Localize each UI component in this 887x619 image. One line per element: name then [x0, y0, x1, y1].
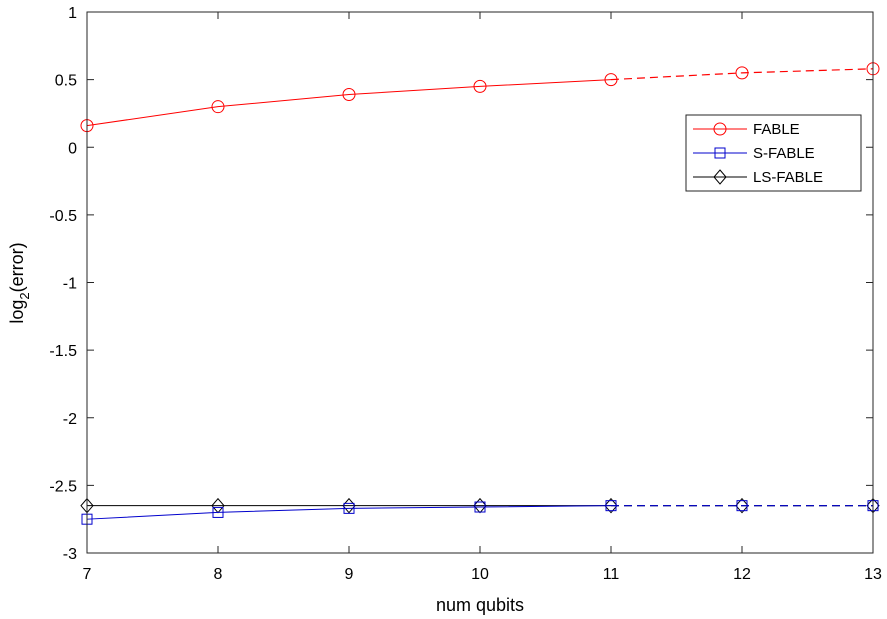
legend-label-fable: FABLE — [753, 121, 800, 138]
x-axis-label: num qubits — [436, 595, 524, 615]
data-point-fable — [342, 88, 356, 102]
data-point-s-fable — [343, 502, 355, 514]
legend-marker-ls-fable — [713, 169, 727, 185]
legend-label-ls-fable: LS-FABLE — [753, 169, 823, 186]
y-axis-label-tail: (error) — [7, 242, 27, 292]
y-tick-label: -0.5 — [49, 208, 77, 225]
x-tick-label: 13 — [864, 566, 882, 583]
legend-label-s-fable: S-FABLE — [753, 145, 815, 162]
legend-marker-fable — [713, 122, 727, 136]
y-tick-label: -3 — [63, 546, 77, 563]
legend-marker-s-fable — [714, 147, 726, 159]
series-line-fable — [86, 79, 612, 127]
y-axis-label: log2(error) — [7, 242, 32, 323]
data-point-s-fable — [736, 500, 748, 512]
series-line-s-fable — [86, 505, 612, 520]
data-point-s-fable — [474, 501, 486, 513]
series-s-fable — [81, 500, 879, 525]
y-tick-label: -2 — [63, 411, 77, 428]
legend: FABLE S-FABLE LS-FABLE — [685, 114, 862, 192]
x-tick-label: 7 — [83, 566, 92, 583]
data-point-s-fable — [605, 500, 617, 512]
plot-frame — [86, 11, 874, 554]
data-point-fable — [211, 100, 225, 114]
data-point-ls-fable — [473, 497, 487, 514]
y-tick-label: 1 — [68, 5, 77, 22]
y-axis-label-main: log — [7, 300, 27, 324]
y-tick-label: 0 — [68, 140, 77, 157]
x-tick-label: 8 — [214, 566, 223, 583]
x-tick-label: 9 — [345, 566, 354, 583]
y-tick-label: 0.5 — [55, 73, 77, 90]
data-point-ls-fable — [735, 497, 749, 514]
series-line-dashed-fable — [610, 68, 874, 81]
y-axis-label-subscript: 2 — [17, 292, 32, 299]
data-point-fable — [604, 73, 618, 87]
x-tick-label: 11 — [603, 566, 620, 583]
data-point-s-fable — [212, 506, 224, 518]
data-point-fable — [735, 66, 749, 80]
plot-area — [87, 12, 873, 553]
x-tick-label: 10 — [471, 566, 489, 583]
y-tick-label: -2.5 — [49, 478, 77, 495]
data-point-fable — [473, 79, 487, 93]
y-tick-label: -1.5 — [49, 343, 77, 360]
x-tick-label: 12 — [733, 566, 751, 583]
y-tick-label: -1 — [63, 276, 77, 293]
data-point-ls-fable — [604, 497, 618, 514]
